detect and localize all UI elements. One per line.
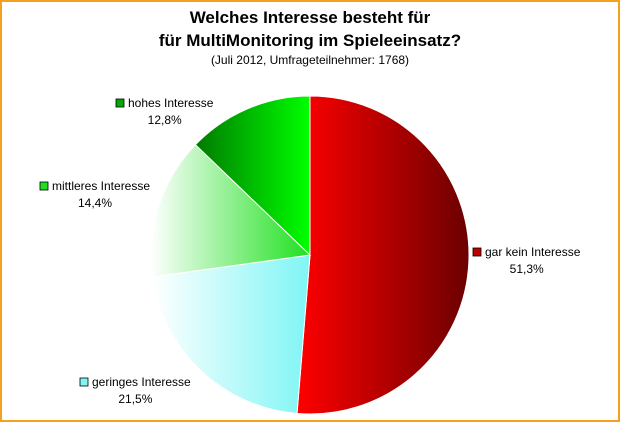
slice-value-label: 51,3% bbox=[510, 262, 544, 276]
slice-label-group: hohes Interesse 12,8% bbox=[115, 96, 214, 127]
slice-value-label: 14,4% bbox=[78, 196, 112, 210]
slice-value-label: 12,8% bbox=[148, 113, 182, 127]
slice-value-label: 21,5% bbox=[118, 392, 152, 406]
pie-slice-gar-kein-interesse bbox=[296, 95, 470, 415]
slice-label-group: geringes Interesse 21,5% bbox=[79, 375, 191, 406]
chart-title-line-2: für MultiMonitoring im Spieleeinsatz? bbox=[158, 31, 462, 50]
pie-slice-mittleres-interesse bbox=[150, 144, 312, 278]
chart-subtitle: (Juli 2012, Umfrageteilnehmer: 1768) bbox=[210, 53, 410, 67]
pie-slice-hohes-interesse bbox=[194, 95, 311, 257]
slice-label: gar kein Interesse bbox=[485, 245, 581, 259]
slice-label: geringes Interesse bbox=[92, 375, 191, 389]
pie-slice-geringes-interesse bbox=[151, 254, 311, 415]
slice-label-group: mittleres Interesse 14,4% bbox=[39, 179, 150, 210]
slice-label: mittleres Interesse bbox=[52, 179, 150, 193]
legend-swatch bbox=[79, 377, 89, 387]
legend-swatch bbox=[115, 98, 125, 108]
legend-swatch bbox=[39, 181, 49, 191]
legend-swatch bbox=[472, 247, 482, 257]
chart-title-line-1: Welches Interesse besteht für bbox=[189, 8, 431, 27]
slice-label: hohes Interesse bbox=[128, 96, 214, 110]
slice-label-group: gar kein Interesse 51,3% bbox=[472, 245, 581, 276]
